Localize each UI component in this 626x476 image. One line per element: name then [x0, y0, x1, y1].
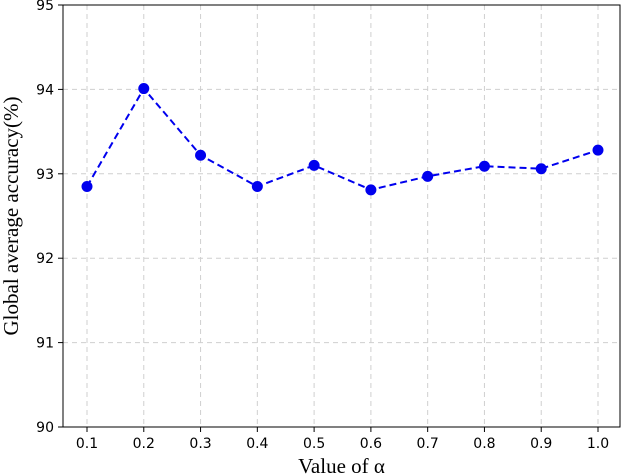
data-point: [251, 180, 263, 192]
data-point: [308, 159, 320, 171]
y-tick-label: 93: [36, 167, 54, 183]
x-tick-label: 0.9: [530, 436, 552, 452]
x-tick-label: 0.1: [76, 436, 98, 452]
series-points: [81, 83, 604, 196]
x-tick-label: 0.8: [473, 436, 495, 452]
x-tick-label: 0.6: [360, 436, 382, 452]
x-tick-label: 0.2: [133, 436, 155, 452]
y-tick-label: 94: [36, 82, 54, 98]
x-tick-label: 0.5: [303, 436, 325, 452]
data-point: [138, 83, 150, 95]
data-point: [478, 160, 490, 172]
y-tick-labels: 90 91 92 93 94 95: [36, 0, 54, 436]
y-tick-label: 95: [36, 0, 54, 14]
data-point: [592, 144, 604, 156]
x-tick-label: 1.0: [587, 436, 609, 452]
data-point: [422, 170, 434, 182]
y-axis-title: Global average accuracy(%): [0, 96, 23, 335]
data-point: [535, 163, 547, 175]
x-tick-label: 0.4: [246, 436, 268, 452]
y-tick-label: 90: [36, 420, 54, 436]
y-tick-label: 91: [36, 336, 54, 352]
grid-lines: [63, 5, 620, 427]
x-axis-title: Value of α: [298, 454, 385, 476]
data-point: [365, 184, 377, 196]
x-tick-label: 0.3: [189, 436, 211, 452]
plot-frame: [62, 4, 621, 428]
series-line: [86, 86, 599, 191]
data-point: [81, 180, 93, 192]
data-point: [195, 149, 207, 161]
axis-ticks: [58, 4, 599, 432]
x-tick-label: 0.7: [417, 436, 439, 452]
x-tick-labels: 0.1 0.2 0.3 0.4 0.5 0.6 0.7 0.8 0.9 1.0: [76, 436, 609, 452]
y-tick-label: 92: [36, 251, 54, 267]
